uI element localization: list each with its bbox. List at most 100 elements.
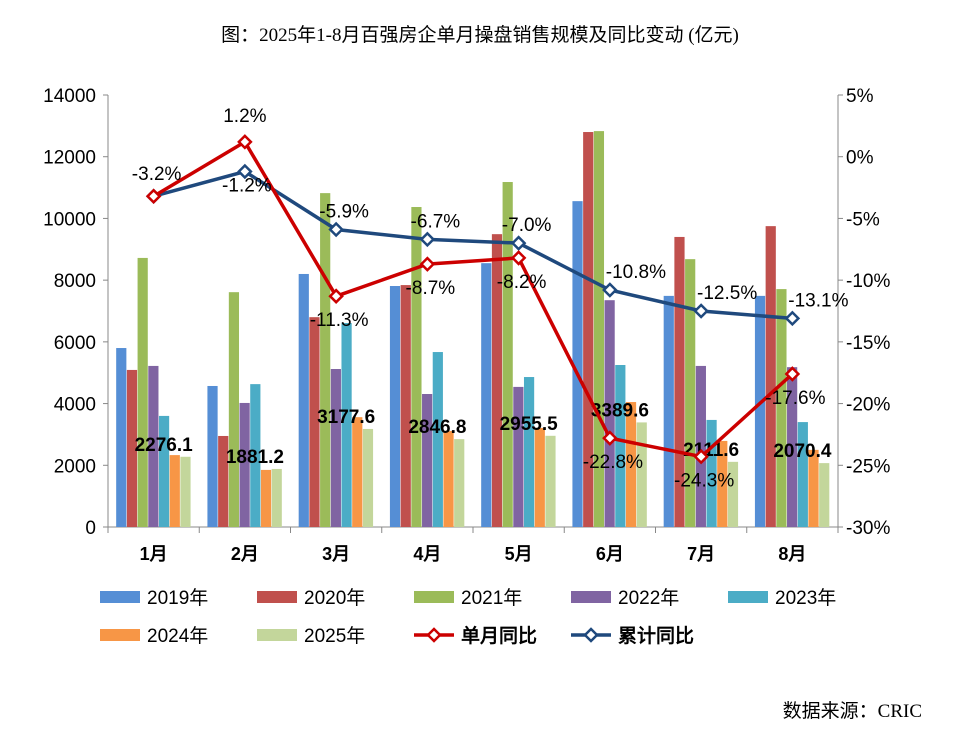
right-tick-label: -5% <box>846 209 880 230</box>
marker-累计同比 <box>602 282 618 298</box>
bar-2020年 <box>491 234 503 527</box>
line-data-label: -1.2% <box>222 176 272 197</box>
line-data-label: -10.8% <box>606 262 666 283</box>
legend-label: 2023年 <box>775 587 836 609</box>
line-data-label: -22.8% <box>583 452 643 473</box>
bar-2019年 <box>116 348 127 527</box>
bar-data-label: 2846.8 <box>408 417 466 438</box>
legend-label: 2025年 <box>304 625 365 647</box>
line-data-label: -13.1% <box>788 290 848 311</box>
left-tick-label: 2000 <box>54 456 96 477</box>
legend-label: 单月同比 <box>461 624 537 647</box>
bar-2020年 <box>765 226 776 527</box>
bar-2025年 <box>545 435 556 527</box>
legend-label: 累计同比 <box>618 625 694 647</box>
left-tick-label: 0 <box>85 518 96 539</box>
bar-2025年 <box>362 428 374 527</box>
bar-data-label: 3177.6 <box>317 407 375 428</box>
left-tick-label: 10000 <box>43 209 96 230</box>
left-tick-label: 12000 <box>43 148 96 169</box>
line-data-label: -8.7% <box>406 278 456 299</box>
bar-2021年 <box>137 257 148 527</box>
right-tick-label: 5% <box>846 86 874 107</box>
bar-2021年 <box>776 289 787 527</box>
bar-2023年 <box>432 352 443 527</box>
bar-2025年 <box>819 463 830 527</box>
bar-2024年 <box>625 402 637 527</box>
left-tick-label: 4000 <box>54 395 96 416</box>
bar-data-label: 2276.1 <box>135 435 194 456</box>
marker-单月同比 <box>419 256 436 272</box>
bar-2020年 <box>400 285 411 527</box>
bar-data-label: 2955.5 <box>500 414 559 435</box>
bar-2024年 <box>169 455 180 527</box>
marker-单月同比 <box>602 430 618 446</box>
bar-2019年 <box>572 201 583 528</box>
bar-2025年 <box>727 461 739 527</box>
marker-累计同比 <box>419 231 436 248</box>
x-tick-label: 2月 <box>231 544 259 564</box>
line-累计同比 <box>153 169 793 321</box>
bar-2024年 <box>443 431 454 527</box>
marker-累计同比 <box>328 221 344 238</box>
legend-swatch <box>257 591 297 603</box>
line-单月同比 <box>152 139 794 459</box>
legend-label: 2019年 <box>147 587 208 609</box>
line-data-label: -24.3% <box>674 471 734 492</box>
right-tick-label: 0% <box>846 148 874 169</box>
bar-2022年 <box>695 365 706 527</box>
legend-swatch <box>414 591 454 603</box>
bar-2019年 <box>207 385 218 527</box>
x-tick-label: 7月 <box>687 544 715 564</box>
marker-单月同比 <box>237 134 253 150</box>
bar-2024年 <box>808 449 819 527</box>
bar-2024年 <box>717 440 728 527</box>
bar-2020年 <box>126 369 138 527</box>
x-tick-label: 4月 <box>413 544 441 564</box>
bar-2023年 <box>615 365 626 527</box>
bar-2020年 <box>309 317 320 527</box>
right-tick-label: -10% <box>846 271 890 292</box>
line-data-label: -3.2% <box>132 164 182 185</box>
line-data-label: -12.5% <box>697 283 757 304</box>
right-tick-label: -30% <box>846 518 890 539</box>
x-tick-label: 5月 <box>505 544 533 564</box>
bar-data-label: 3389.6 <box>591 400 649 421</box>
bar-2020年 <box>583 132 594 527</box>
legend-swatch <box>100 591 140 603</box>
bar-2019年 <box>754 295 766 527</box>
legend-label: 2021年 <box>461 587 522 609</box>
bar-2022年 <box>513 386 524 527</box>
left-tick-label: 6000 <box>54 333 96 354</box>
x-tick-label: 3月 <box>322 544 350 564</box>
bar-2025年 <box>454 439 465 527</box>
bar-2025年 <box>636 422 647 527</box>
bar-2023年 <box>341 323 352 527</box>
bar-2020年 <box>674 236 685 527</box>
bar-2024年 <box>534 427 545 527</box>
marker-累计同比 <box>237 163 253 180</box>
legend-label: 2022年 <box>618 587 679 609</box>
line-data-label: -8.2% <box>497 272 547 293</box>
right-tick-label: -25% <box>846 456 890 477</box>
bar-2022年 <box>787 367 798 527</box>
legend-swatch <box>728 591 768 603</box>
legend-label: 2020年 <box>304 587 365 609</box>
bar-2019年 <box>663 295 674 527</box>
chart-title: 图：2025年1-8月百强房企单月操盘销售规模及同比变动 (亿元) <box>221 25 739 46</box>
bar-2021年 <box>228 292 240 527</box>
bar-2022年 <box>330 369 341 527</box>
bar-data-label: 2111.6 <box>683 440 739 461</box>
bar-2023年 <box>158 415 170 527</box>
marker-累计同比 <box>693 303 709 319</box>
bar-2022年 <box>604 300 615 527</box>
bar-2023年 <box>706 419 717 527</box>
legend-swatch <box>571 591 611 603</box>
legend-swatch <box>257 629 297 641</box>
left-tick-label: 8000 <box>54 271 96 292</box>
bar-2022年 <box>239 402 250 527</box>
legend-marker <box>426 627 442 643</box>
marker-累计同比 <box>784 310 801 327</box>
bar-2019年 <box>298 273 309 527</box>
